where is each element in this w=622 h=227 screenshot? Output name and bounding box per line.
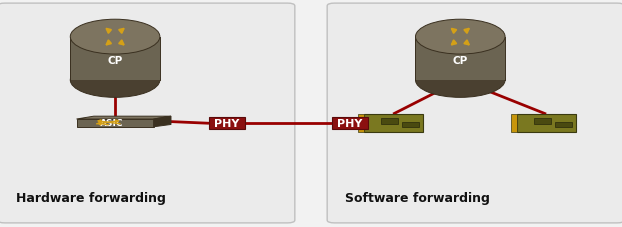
FancyBboxPatch shape (0, 4, 295, 223)
Text: CP: CP (108, 56, 123, 66)
Ellipse shape (70, 20, 160, 55)
Text: PHY: PHY (215, 119, 239, 129)
Bar (402, 122, 419, 128)
Bar (358, 115, 363, 133)
Text: Software forwarding: Software forwarding (345, 191, 490, 204)
Bar (534, 119, 550, 124)
Bar (70, 37, 160, 81)
Polygon shape (154, 117, 171, 127)
Bar (415, 37, 505, 81)
Bar (209, 118, 245, 130)
Ellipse shape (415, 20, 505, 55)
Bar (511, 115, 516, 133)
Bar (363, 115, 422, 133)
Text: PHY: PHY (337, 119, 362, 129)
Ellipse shape (70, 63, 160, 98)
Ellipse shape (415, 63, 505, 98)
Polygon shape (77, 117, 171, 119)
Text: CP: CP (453, 56, 468, 66)
Polygon shape (77, 119, 154, 127)
Bar (381, 119, 397, 124)
Text: ASIC: ASIC (100, 119, 123, 128)
Bar (332, 118, 368, 130)
FancyBboxPatch shape (327, 4, 622, 223)
Bar (555, 122, 572, 128)
Text: Hardware forwarding: Hardware forwarding (16, 191, 165, 204)
Bar (516, 115, 575, 133)
